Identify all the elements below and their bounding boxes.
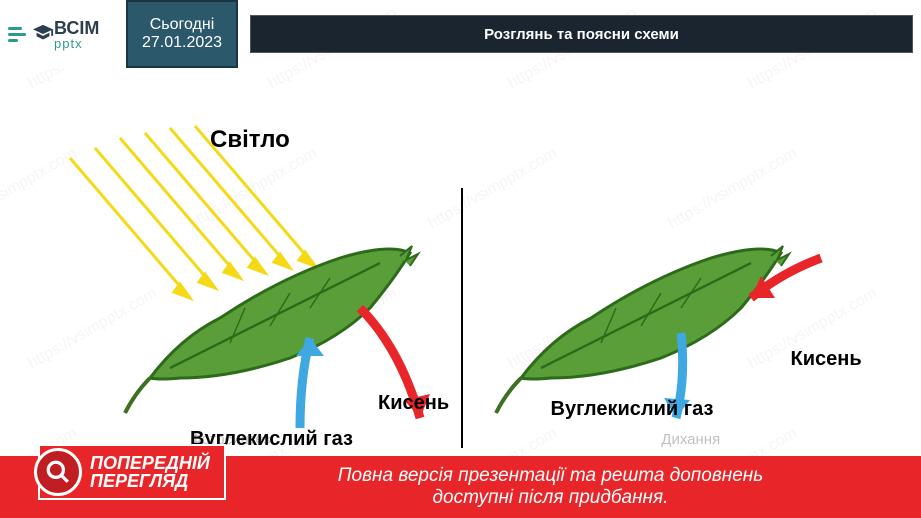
header: ВСІМ pptx Сьогодні 27.01.2023 Розглянь т… <box>0 0 921 68</box>
photosynthesis-panel: Світло <box>0 98 461 448</box>
magnifier-icon <box>34 448 82 496</box>
logo-sub-text: pptx <box>54 37 99 50</box>
co2-label-right: Вуглекислий газ <box>551 398 714 421</box>
o2-label-left: Кисень <box>378 392 449 415</box>
diagram-area: Світло <box>0 68 921 448</box>
o2-label-right: Кисень <box>791 348 862 371</box>
date-value: 27.01.2023 <box>142 34 222 52</box>
footer-line1: Повна версія презентації та решта доповн… <box>338 465 763 487</box>
process-label-right: Дихання <box>461 431 921 448</box>
light-rays-icon <box>70 126 315 298</box>
preview-badge: ПОПЕРЕДНІЙ ПЕРЕГЛЯД <box>38 444 226 500</box>
graduation-cap-icon <box>32 23 54 45</box>
logo: ВСІМ pptx <box>0 0 126 68</box>
date-label: Сьогодні <box>150 16 215 34</box>
date-box: Сьогодні 27.01.2023 <box>126 0 238 68</box>
respiration-panel: Вуглекислий газ Кисень Дихання <box>461 98 921 448</box>
logo-main-text: ВСІМ <box>54 19 99 37</box>
co2-arrow-in-icon <box>296 338 324 428</box>
footer-line2: доступні після придбання. <box>433 487 669 509</box>
slide-title: Розглянь та поясни схеми <box>250 15 913 53</box>
preview-line2: ПЕРЕГЛЯД <box>90 472 210 490</box>
leaf-icon <box>496 246 789 413</box>
preview-line1: ПОПЕРЕДНІЙ <box>90 454 210 472</box>
logo-lines-icon <box>8 27 26 42</box>
